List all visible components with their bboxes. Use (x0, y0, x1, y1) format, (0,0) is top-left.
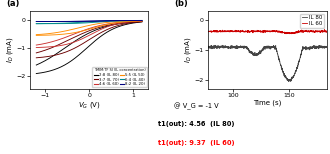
Text: t1(out): 4.56  (IL 80): t1(out): 4.56 (IL 80) (158, 121, 235, 127)
IL 80 (296, 63, 300, 65)
IL 60 (275, 31, 279, 33)
IL 60 (213, 30, 217, 31)
IL 80 (325, 45, 329, 47)
Legend: 2:8 (IL 80), 3:7 (IL 70), 4:6 (IL 60), 5:5 (IL 50), 6:4 (IL 40), 8:2 (IL 20): 2:8 (IL 80), 3:7 (IL 70), 4:6 (IL 60), 5… (92, 67, 147, 87)
IL 60 (206, 30, 210, 32)
Text: t1(out): 9.37  (IL 60): t1(out): 9.37 (IL 60) (158, 140, 235, 146)
IL 80 (275, 50, 279, 52)
IL 60 (288, 33, 292, 35)
Line: IL 80: IL 80 (208, 45, 327, 82)
X-axis label: Time (s): Time (s) (253, 100, 281, 106)
IL 80 (213, 47, 217, 48)
Y-axis label: $I_D$ (mA): $I_D$ (mA) (183, 37, 193, 63)
IL 60 (278, 32, 282, 33)
IL 60 (308, 30, 312, 32)
X-axis label: $V_G$ (V): $V_G$ (V) (78, 100, 100, 110)
IL 80 (282, 73, 286, 75)
IL 60 (281, 32, 285, 34)
Y-axis label: $I_D$ (mA): $I_D$ (mA) (5, 37, 15, 63)
IL 60 (322, 29, 326, 30)
Line: IL 60: IL 60 (208, 30, 327, 34)
Text: (a): (a) (6, 0, 19, 8)
IL 60 (325, 30, 329, 32)
IL 80 (287, 81, 291, 83)
Text: (b): (b) (175, 0, 188, 8)
Text: @ V_G = -1 V: @ V_G = -1 V (174, 102, 219, 109)
IL 80 (309, 47, 313, 49)
IL 60 (296, 31, 300, 32)
IL 80 (220, 44, 224, 46)
Legend: IL 80, IL 60: IL 80, IL 60 (300, 14, 324, 28)
IL 80 (206, 45, 210, 47)
IL 80 (278, 63, 282, 65)
